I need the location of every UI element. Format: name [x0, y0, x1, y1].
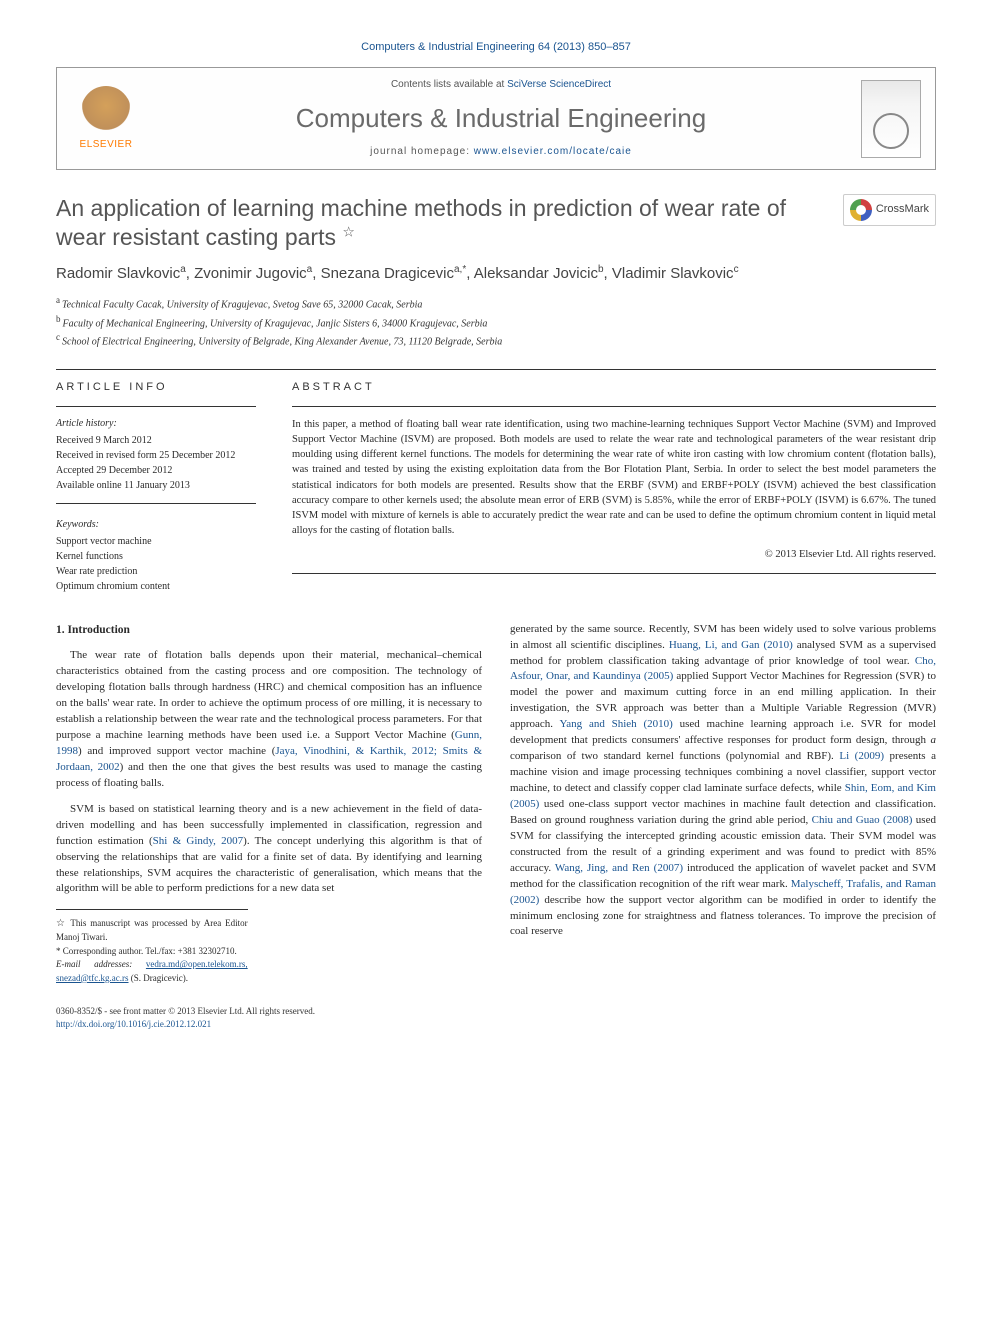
- cite-chiu-2008[interactable]: Chiu and Guao (2008): [812, 814, 913, 826]
- homepage-prefix: journal homepage:: [370, 146, 474, 157]
- history-1: Received in revised form 25 December 201…: [56, 448, 256, 463]
- author-0: Radomir Slavkovic: [56, 265, 180, 282]
- abstract-col: ABSTRACT In this paper, a method of floa…: [292, 380, 936, 593]
- footnote-corresponding: * Corresponding author. Tel./fax: +381 3…: [56, 945, 248, 959]
- keyword-1: Kernel functions: [56, 549, 256, 564]
- footnote-email: E-mail addresses: vedra.md@open.telekom.…: [56, 958, 248, 985]
- footnote-editor: ☆ This manuscript was processed by Area …: [56, 916, 248, 945]
- keyword-2: Wear rate prediction: [56, 564, 256, 579]
- body-col-left: 1. Introduction The wear rate of flotati…: [56, 622, 482, 986]
- cite-huang-2010[interactable]: Huang, Li, and Gan (2010): [669, 639, 793, 651]
- abstract-heading: ABSTRACT: [292, 380, 936, 395]
- abstract-text: In this paper, a method of floating ball…: [292, 417, 936, 539]
- crossmark-badge[interactable]: CrossMark: [843, 194, 936, 226]
- footnotes-block: ☆ This manuscript was processed by Area …: [56, 909, 248, 985]
- article-title-text: An application of learning machine metho…: [56, 195, 786, 250]
- journal-reference-line: Computers & Industrial Engineering 64 (2…: [56, 40, 936, 55]
- journal-title: Computers & Industrial Engineering: [141, 100, 861, 136]
- cite-jaya-2012[interactable]: Jaya, Vinodhini, & Karthik, 2012; Smits …: [56, 745, 482, 773]
- elsevier-tree-icon: [81, 86, 131, 136]
- cite-wang-2007[interactable]: Wang, Jing, and Ren (2007): [555, 862, 683, 874]
- author-3: Aleksandar Jovicic: [474, 265, 598, 282]
- affiliation-a: aTechnical Faculty Cacak, University of …: [56, 294, 936, 312]
- sciencedirect-link[interactable]: SciVerse ScienceDirect: [507, 79, 611, 90]
- title-footnote-marker: ☆: [342, 223, 355, 239]
- article-info-heading: ARTICLE INFO: [56, 380, 256, 395]
- keywords-label: Keywords:: [56, 518, 256, 532]
- article-title: An application of learning machine metho…: [56, 194, 827, 252]
- authors-line: Radomir Slavkovica, Zvonimir Jugovica, S…: [56, 263, 936, 284]
- doi-link[interactable]: http://dx.doi.org/10.1016/j.cie.2012.12.…: [56, 1019, 211, 1029]
- intro-p2: SVM is based on statistical learning the…: [56, 802, 482, 898]
- email-person: (S. Dragicevic).: [131, 973, 188, 983]
- cite-yang-2010[interactable]: Yang and Shieh (2010): [559, 718, 672, 730]
- cite-shi-2007[interactable]: Shi & Gindy, 2007: [153, 835, 244, 847]
- body-columns: 1. Introduction The wear rate of flotati…: [56, 622, 936, 986]
- author-4: Vladimir Slavkovic: [612, 265, 734, 282]
- author-2: Snezana Dragicevic: [321, 265, 454, 282]
- email-label: E-mail addresses:: [56, 959, 132, 969]
- journal-cover-thumbnail: [861, 80, 921, 158]
- contents-line: Contents lists available at SciVerse Sci…: [141, 78, 861, 92]
- elsevier-logo: ELSEVIER: [71, 86, 141, 152]
- crossmark-icon: [850, 199, 872, 221]
- info-divider-2: [56, 503, 256, 504]
- page-footer: 0360-8352/$ - see front matter © 2013 El…: [56, 1005, 936, 1030]
- journal-homepage-link[interactable]: www.elsevier.com/locate/caie: [474, 146, 632, 157]
- affiliations-block: aTechnical Faculty Cacak, University of …: [56, 294, 936, 349]
- divider-top: [56, 369, 936, 370]
- intro-p1: The wear rate of flotation balls depends…: [56, 648, 482, 791]
- history-label: Article history:: [56, 417, 256, 431]
- title-row: An application of learning machine metho…: [56, 194, 936, 252]
- abstract-divider-1: [292, 406, 936, 407]
- info-abstract-row: ARTICLE INFO Article history: Received 9…: [56, 380, 936, 593]
- cite-shin-2005[interactable]: Shin, Eom, and Kim (2005): [510, 782, 936, 810]
- section-1-heading: 1. Introduction: [56, 622, 482, 639]
- intro-p3: generated by the same source. Recently, …: [510, 622, 936, 941]
- issn-line: 0360-8352/$ - see front matter © 2013 El…: [56, 1005, 936, 1018]
- journal-homepage-line: journal homepage: www.elsevier.com/locat…: [141, 145, 861, 159]
- page-container: Computers & Industrial Engineering 64 (2…: [0, 0, 992, 1087]
- body-col-right: generated by the same source. Recently, …: [510, 622, 936, 986]
- history-2: Accepted 29 December 2012: [56, 463, 256, 478]
- author-1: Zvonimir Jugovic: [194, 265, 307, 282]
- elsevier-label: ELSEVIER: [80, 138, 133, 152]
- affiliation-b: bFaculty of Mechanical Engineering, Univ…: [56, 313, 936, 331]
- cite-cho-2005[interactable]: Cho, Asfour, Onar, and Kaundinya (2005): [510, 655, 936, 683]
- history-3: Available online 11 January 2013: [56, 478, 256, 493]
- journal-header-center: Contents lists available at SciVerse Sci…: [141, 78, 861, 158]
- keyword-0: Support vector machine: [56, 534, 256, 549]
- cite-li-2009[interactable]: Li (2009): [839, 750, 884, 762]
- journal-header-box: ELSEVIER Contents lists available at Sci…: [56, 67, 936, 169]
- history-0: Received 9 March 2012: [56, 433, 256, 448]
- crossmark-label: CrossMark: [876, 202, 929, 217]
- abstract-copyright: © 2013 Elsevier Ltd. All rights reserved…: [292, 548, 936, 563]
- article-info-col: ARTICLE INFO Article history: Received 9…: [56, 380, 256, 593]
- contents-prefix: Contents lists available at: [391, 79, 507, 90]
- affiliation-c: cSchool of Electrical Engineering, Unive…: [56, 331, 936, 349]
- cite-malyscheff-2002[interactable]: Malyscheff, Trafalis, and Raman (2002): [510, 878, 936, 906]
- info-divider-1: [56, 406, 256, 407]
- keyword-3: Optimum chromium content: [56, 579, 256, 594]
- abstract-divider-2: [292, 573, 936, 574]
- keywords-block: Keywords: Support vector machine Kernel …: [56, 518, 256, 594]
